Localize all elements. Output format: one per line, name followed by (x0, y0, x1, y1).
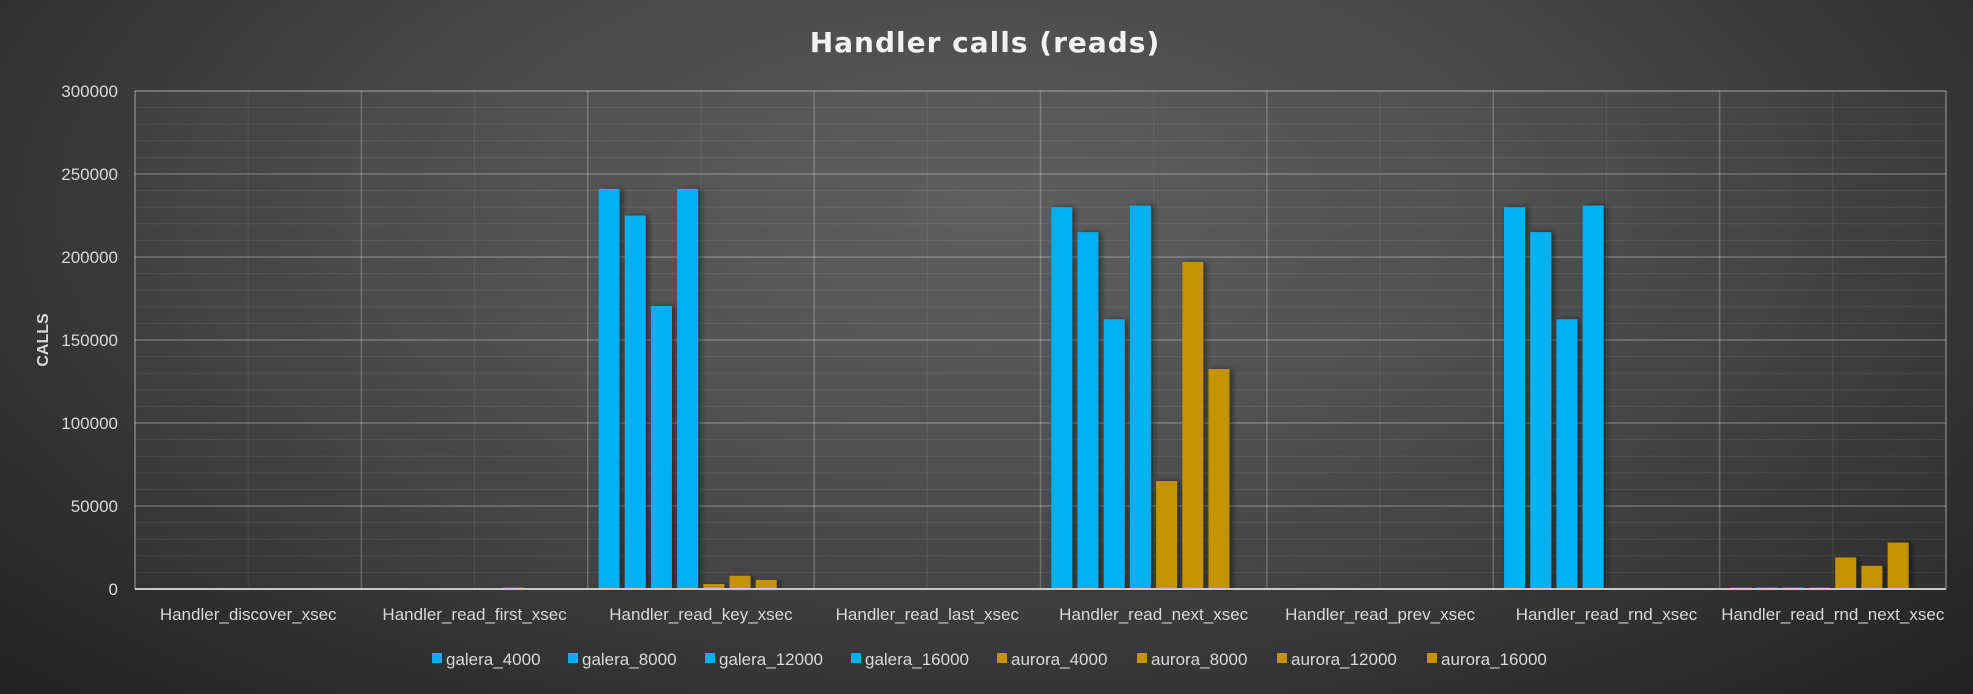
x-tick-label: Handler_read_rnd_xsec (1516, 605, 1698, 624)
y-tick-label: 250000 (61, 165, 118, 184)
legend-label: galera_16000 (865, 650, 969, 669)
legend-swatch (997, 653, 1007, 663)
y-axis: 0 50000 100000 150000 200000 250000 300000 (61, 82, 118, 599)
bar-galera_16000 (1582, 205, 1604, 590)
legend-item-aurora_4000[interactable]: aurora_4000 (997, 650, 1107, 669)
legend-item-aurora_16000[interactable]: aurora_16000 (1427, 650, 1547, 669)
bar-aurora_8000 (1182, 261, 1204, 589)
y-axis-label: CALLS (35, 313, 52, 367)
bar-galera_4000 (598, 188, 620, 589)
legend-label: galera_12000 (719, 650, 823, 669)
x-tick-label: Handler_read_next_xsec (1059, 605, 1249, 624)
bar-galera_4000 (1504, 207, 1526, 589)
x-tick-label: Handler_read_last_xsec (836, 605, 1020, 624)
legend-label: galera_4000 (446, 650, 541, 669)
bar-galera_16000 (1129, 205, 1151, 590)
legend-label: aurora_8000 (1151, 650, 1247, 669)
legend-item-galera_16000[interactable]: galera_16000 (851, 650, 969, 669)
legend-swatch (1277, 653, 1287, 663)
y-tick-label: 150000 (61, 331, 118, 350)
bar-galera_8000 (1530, 232, 1552, 589)
bar-aurora_8000 (729, 575, 751, 589)
bar-galera_16000 (677, 188, 699, 589)
legend-swatch (1137, 653, 1147, 663)
bar-aurora_8000 (1861, 565, 1883, 589)
x-tick-label: Handler_read_key_xsec (609, 605, 793, 624)
bars (503, 188, 1909, 590)
gridlines (134, 90, 1947, 590)
legend-item-galera_4000[interactable]: galera_4000 (432, 650, 541, 669)
legend-item-galera_8000[interactable]: galera_8000 (568, 650, 677, 669)
legend-label: aurora_16000 (1441, 650, 1547, 669)
y-tick-label: 0 (109, 580, 118, 599)
x-tick-label: Handler_read_rnd_next_xsec (1721, 605, 1945, 624)
bar-aurora_12000 (1208, 369, 1230, 589)
bar-galera_12000 (650, 305, 672, 589)
y-tick-label: 300000 (61, 82, 118, 101)
x-tick-label: Handler_read_first_xsec (382, 605, 567, 624)
bar-galera_12000 (1556, 319, 1578, 589)
x-tick-label: Handler_read_prev_xsec (1285, 605, 1475, 624)
bar-aurora_4000 (1835, 557, 1857, 589)
legend-label: aurora_12000 (1291, 650, 1397, 669)
legend: galera_4000 galera_8000 galera_12000 galera… (432, 650, 1547, 669)
legend-swatch (568, 653, 578, 663)
bar-galera_8000 (624, 215, 646, 589)
bar-galera_4000 (1051, 207, 1073, 589)
legend-swatch (851, 653, 861, 663)
bar-aurora_12000 (1887, 542, 1909, 589)
y-tick-label: 100000 (61, 414, 118, 433)
legend-item-aurora_12000[interactable]: aurora_12000 (1277, 650, 1397, 669)
bar-aurora_4000 (703, 584, 725, 589)
bar-galera_12000 (1103, 319, 1125, 589)
legend-item-aurora_8000[interactable]: aurora_8000 (1137, 650, 1247, 669)
legend-swatch (1427, 653, 1437, 663)
legend-label: galera_8000 (582, 650, 677, 669)
legend-label: aurora_4000 (1011, 650, 1107, 669)
legend-item-galera_12000[interactable]: galera_12000 (705, 650, 823, 669)
bar-aurora_4000 (1156, 481, 1178, 589)
x-tick-label: Handler_discover_xsec (160, 605, 337, 624)
chart-title: Handler calls (reads) (810, 26, 1161, 59)
bar-aurora_12000 (755, 579, 777, 589)
legend-swatch (705, 653, 715, 663)
y-tick-label: 50000 (71, 497, 118, 516)
y-tick-label: 200000 (61, 248, 118, 267)
bar-galera_8000 (1077, 232, 1099, 589)
legend-swatch (432, 653, 442, 663)
x-axis: Handler_discover_xsec Handler_read_first_… (135, 588, 1946, 624)
